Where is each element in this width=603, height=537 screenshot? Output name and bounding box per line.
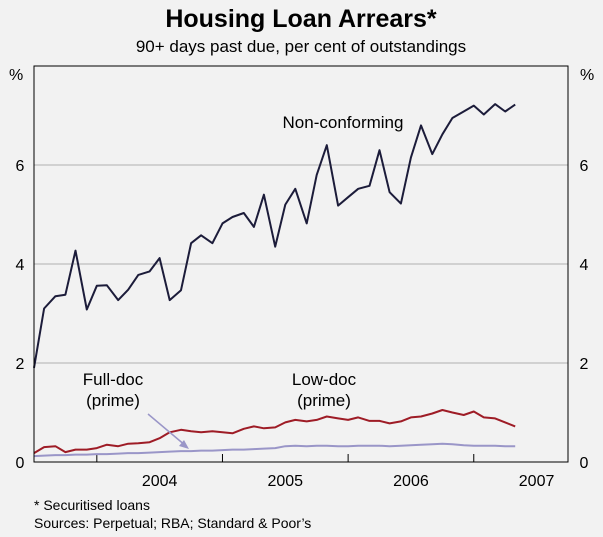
annotation-low-doc-sub: (prime) [297, 391, 351, 410]
series-line-non-conforming [33, 103, 516, 369]
y-axis-unit-right: % [580, 67, 594, 84]
y-tick-left-2: 2 [16, 356, 25, 373]
annotation-full-doc: Full-doc [83, 370, 144, 389]
y-tick-right-4: 4 [580, 257, 589, 274]
plot-frame [33, 65, 569, 463]
x-tick-label-2007: 2007 [519, 473, 555, 490]
y-tick-left-0: 0 [16, 455, 25, 472]
y-tick-left-4: 4 [16, 257, 25, 274]
footnote-securitised: * Securitised loans [34, 497, 150, 513]
annotation-non-conforming: Non-conforming [283, 113, 404, 132]
x-tick-label-2005: 2005 [267, 473, 303, 490]
x-tick-label-2006: 2006 [393, 473, 429, 490]
x-axis-ticks: 2004 2005 2006 2007 [96, 454, 555, 490]
footnote-sources: Sources: Perpetual; RBA; Standard & Poor… [34, 515, 311, 531]
y-tick-left-6: 6 [16, 158, 25, 175]
x-tick-label-2004: 2004 [142, 473, 178, 490]
y-axis-unit-left: % [9, 67, 23, 84]
gridlines [34, 164, 568, 364]
full-doc-pointer-line [147, 413, 187, 447]
annotation-low-doc: Low-doc [292, 370, 357, 389]
annotation-full-doc-sub: (prime) [86, 391, 140, 410]
chart-title: Housing Loan Arrears* [165, 5, 437, 33]
y-tick-right-2: 2 [580, 356, 589, 373]
series-line-full-doc [33, 442, 516, 458]
y-axis-ticks: 0 0 2 2 4 4 6 6 [16, 158, 589, 472]
series-lines [33, 103, 516, 458]
series-line-low-doc [33, 409, 516, 454]
y-tick-right-6: 6 [580, 158, 589, 175]
full-doc-pointer-arrowhead [179, 440, 189, 449]
chart-subtitle: 90+ days past due, per cent of outstandi… [136, 37, 466, 56]
y-tick-right-0: 0 [580, 455, 589, 472]
